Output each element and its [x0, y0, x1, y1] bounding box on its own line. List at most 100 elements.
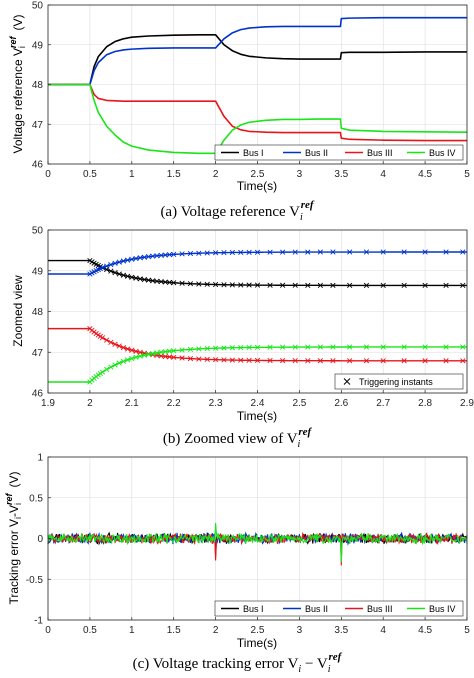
trigger-marker: [363, 249, 370, 255]
trigger-marker: [179, 251, 185, 257]
trigger-marker: [443, 358, 449, 364]
trigger-marker: [154, 278, 160, 284]
x-tick-label: 2: [213, 625, 219, 636]
trigger-marker: [246, 249, 252, 255]
x-tick-label: 3.5: [334, 625, 348, 636]
trigger-marker: [221, 250, 227, 256]
trigger-marker: [187, 281, 194, 287]
legend-entry: Bus I: [243, 148, 264, 158]
x-tick-label: 1.5: [167, 625, 181, 636]
x-tick-label: 4: [380, 625, 386, 636]
x-tick-label: 2.1: [125, 398, 139, 409]
trigger-marker: [116, 343, 122, 349]
trigger-marker: [212, 250, 219, 256]
trigger-marker: [162, 252, 168, 258]
panel-b-legend: Triggering instants: [334, 373, 464, 390]
trigger-marker: [99, 265, 106, 271]
trigger-marker: [246, 282, 252, 288]
x-tick-label: 2.4: [251, 398, 265, 409]
y-tick-label: 46: [32, 160, 44, 171]
x-tick-label: 0: [45, 169, 51, 180]
trigger-marker: [292, 282, 298, 288]
trigger-marker: [330, 358, 336, 364]
x-tick-label: 5: [464, 625, 470, 636]
legend-box: [214, 144, 464, 161]
trigger-marker: [129, 256, 135, 262]
legend-entry: Triggering instants: [359, 377, 433, 387]
trigger-marker: [380, 282, 386, 289]
panel-c-x-ticks: 0 0.5 1 1.5 2 2.5 3 3.5 4 4.5 5: [45, 617, 470, 636]
trigger-marker: [317, 344, 323, 350]
trigger-marker: [363, 282, 370, 289]
trigger-marker: [330, 282, 336, 288]
legend-entry: Bus I: [243, 604, 264, 614]
trigger-marker: [112, 362, 118, 368]
y-tick-label: 47: [32, 120, 44, 131]
panel-b-series: [48, 249, 467, 385]
x-tick-label: 0: [45, 625, 51, 636]
legend-box: [334, 373, 464, 390]
series-line-bus-i: [48, 34, 467, 86]
y-tick-label: 50: [32, 226, 44, 237]
y-tick-label: -0.5: [26, 575, 44, 586]
trigger-marker: [246, 357, 252, 363]
error-line-bus-iv: [47, 522, 468, 563]
trigger-marker: [229, 249, 235, 256]
trigger-marker: [212, 281, 219, 288]
caption-b: (b) Zoomed view of Viref: [163, 426, 313, 450]
trigger-marker: [347, 358, 353, 364]
trigger-marker: [129, 355, 135, 362]
trigger-marker: [158, 349, 164, 355]
trigger-marker: [305, 358, 311, 364]
y-tick-label: 47: [32, 348, 44, 359]
trigger-marker: [137, 276, 143, 282]
legend-entry: Bus III: [367, 148, 393, 158]
trigger-marker: [267, 282, 273, 288]
trigger-marker: [229, 357, 235, 363]
y-tick-label: 1: [37, 453, 43, 464]
legend-entry: Bus II: [305, 148, 328, 158]
trigger-marker: [305, 282, 311, 288]
trigger-marker: [129, 347, 135, 353]
trigger-marker: [141, 352, 147, 358]
trigger-marker: [221, 345, 227, 351]
caption-c: (c) Voltage tracking error Vi − Viref: [133, 651, 343, 675]
x-tick-label: 4.5: [418, 169, 432, 180]
series-line-bus-iii: [48, 83, 467, 142]
x-tick-label: 4.5: [418, 625, 432, 636]
x-tick-label: 2.5: [251, 169, 265, 180]
legend-box: [214, 600, 464, 617]
trigger-marker: [330, 344, 336, 350]
trigger-marker: [166, 354, 173, 360]
trigger-marker: [443, 249, 449, 255]
y-tick-label: 0.5: [29, 493, 43, 504]
x-tick-label: 2.7: [376, 398, 390, 409]
caption-a: (a) Voltage reference Viref: [160, 199, 314, 223]
trigger-marker: [171, 251, 177, 258]
trigger-marker: [124, 346, 131, 352]
trigger-marker: [108, 262, 114, 268]
trigger-marker: [422, 358, 428, 364]
trigger-marker: [133, 275, 139, 281]
trigger-marker: [158, 279, 164, 285]
trigger-marker: [238, 357, 244, 363]
trigger-marker: [104, 263, 110, 269]
trigger-marker: [141, 276, 147, 283]
trigger-marker: [460, 358, 466, 364]
trigger-marker: [196, 281, 202, 287]
trigger-marker: [280, 357, 286, 364]
trigger-marker: [108, 268, 114, 274]
trigger-marker: [380, 358, 386, 364]
trigger-marker: [401, 344, 407, 350]
x-tick-label: 3: [297, 169, 303, 180]
trigger-marker: [229, 282, 235, 288]
trigger-marker: [124, 273, 131, 279]
trigger-marker: [330, 249, 336, 255]
trigger-marker: [280, 282, 286, 288]
trigger-marker: [112, 260, 118, 266]
trigger-marker: [171, 280, 177, 286]
trigger-marker: [187, 346, 194, 353]
x-tick-label: 1: [129, 169, 135, 180]
trigger-marker: [363, 344, 370, 350]
x-tick-label: 3.5: [334, 169, 348, 180]
